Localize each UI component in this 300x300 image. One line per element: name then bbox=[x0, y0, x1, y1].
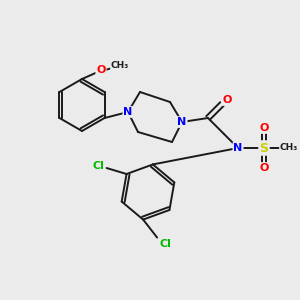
Text: O: O bbox=[96, 65, 106, 75]
Text: S: S bbox=[260, 142, 268, 154]
Text: N: N bbox=[177, 117, 187, 127]
Text: Cl: Cl bbox=[93, 161, 104, 171]
Text: N: N bbox=[123, 107, 133, 117]
Text: CH₃: CH₃ bbox=[280, 143, 298, 152]
Text: CH₃: CH₃ bbox=[111, 61, 129, 70]
Text: N: N bbox=[233, 143, 243, 153]
Text: O: O bbox=[222, 95, 232, 105]
Text: O: O bbox=[259, 163, 269, 173]
Text: O: O bbox=[259, 123, 269, 133]
Text: Cl: Cl bbox=[159, 238, 171, 249]
